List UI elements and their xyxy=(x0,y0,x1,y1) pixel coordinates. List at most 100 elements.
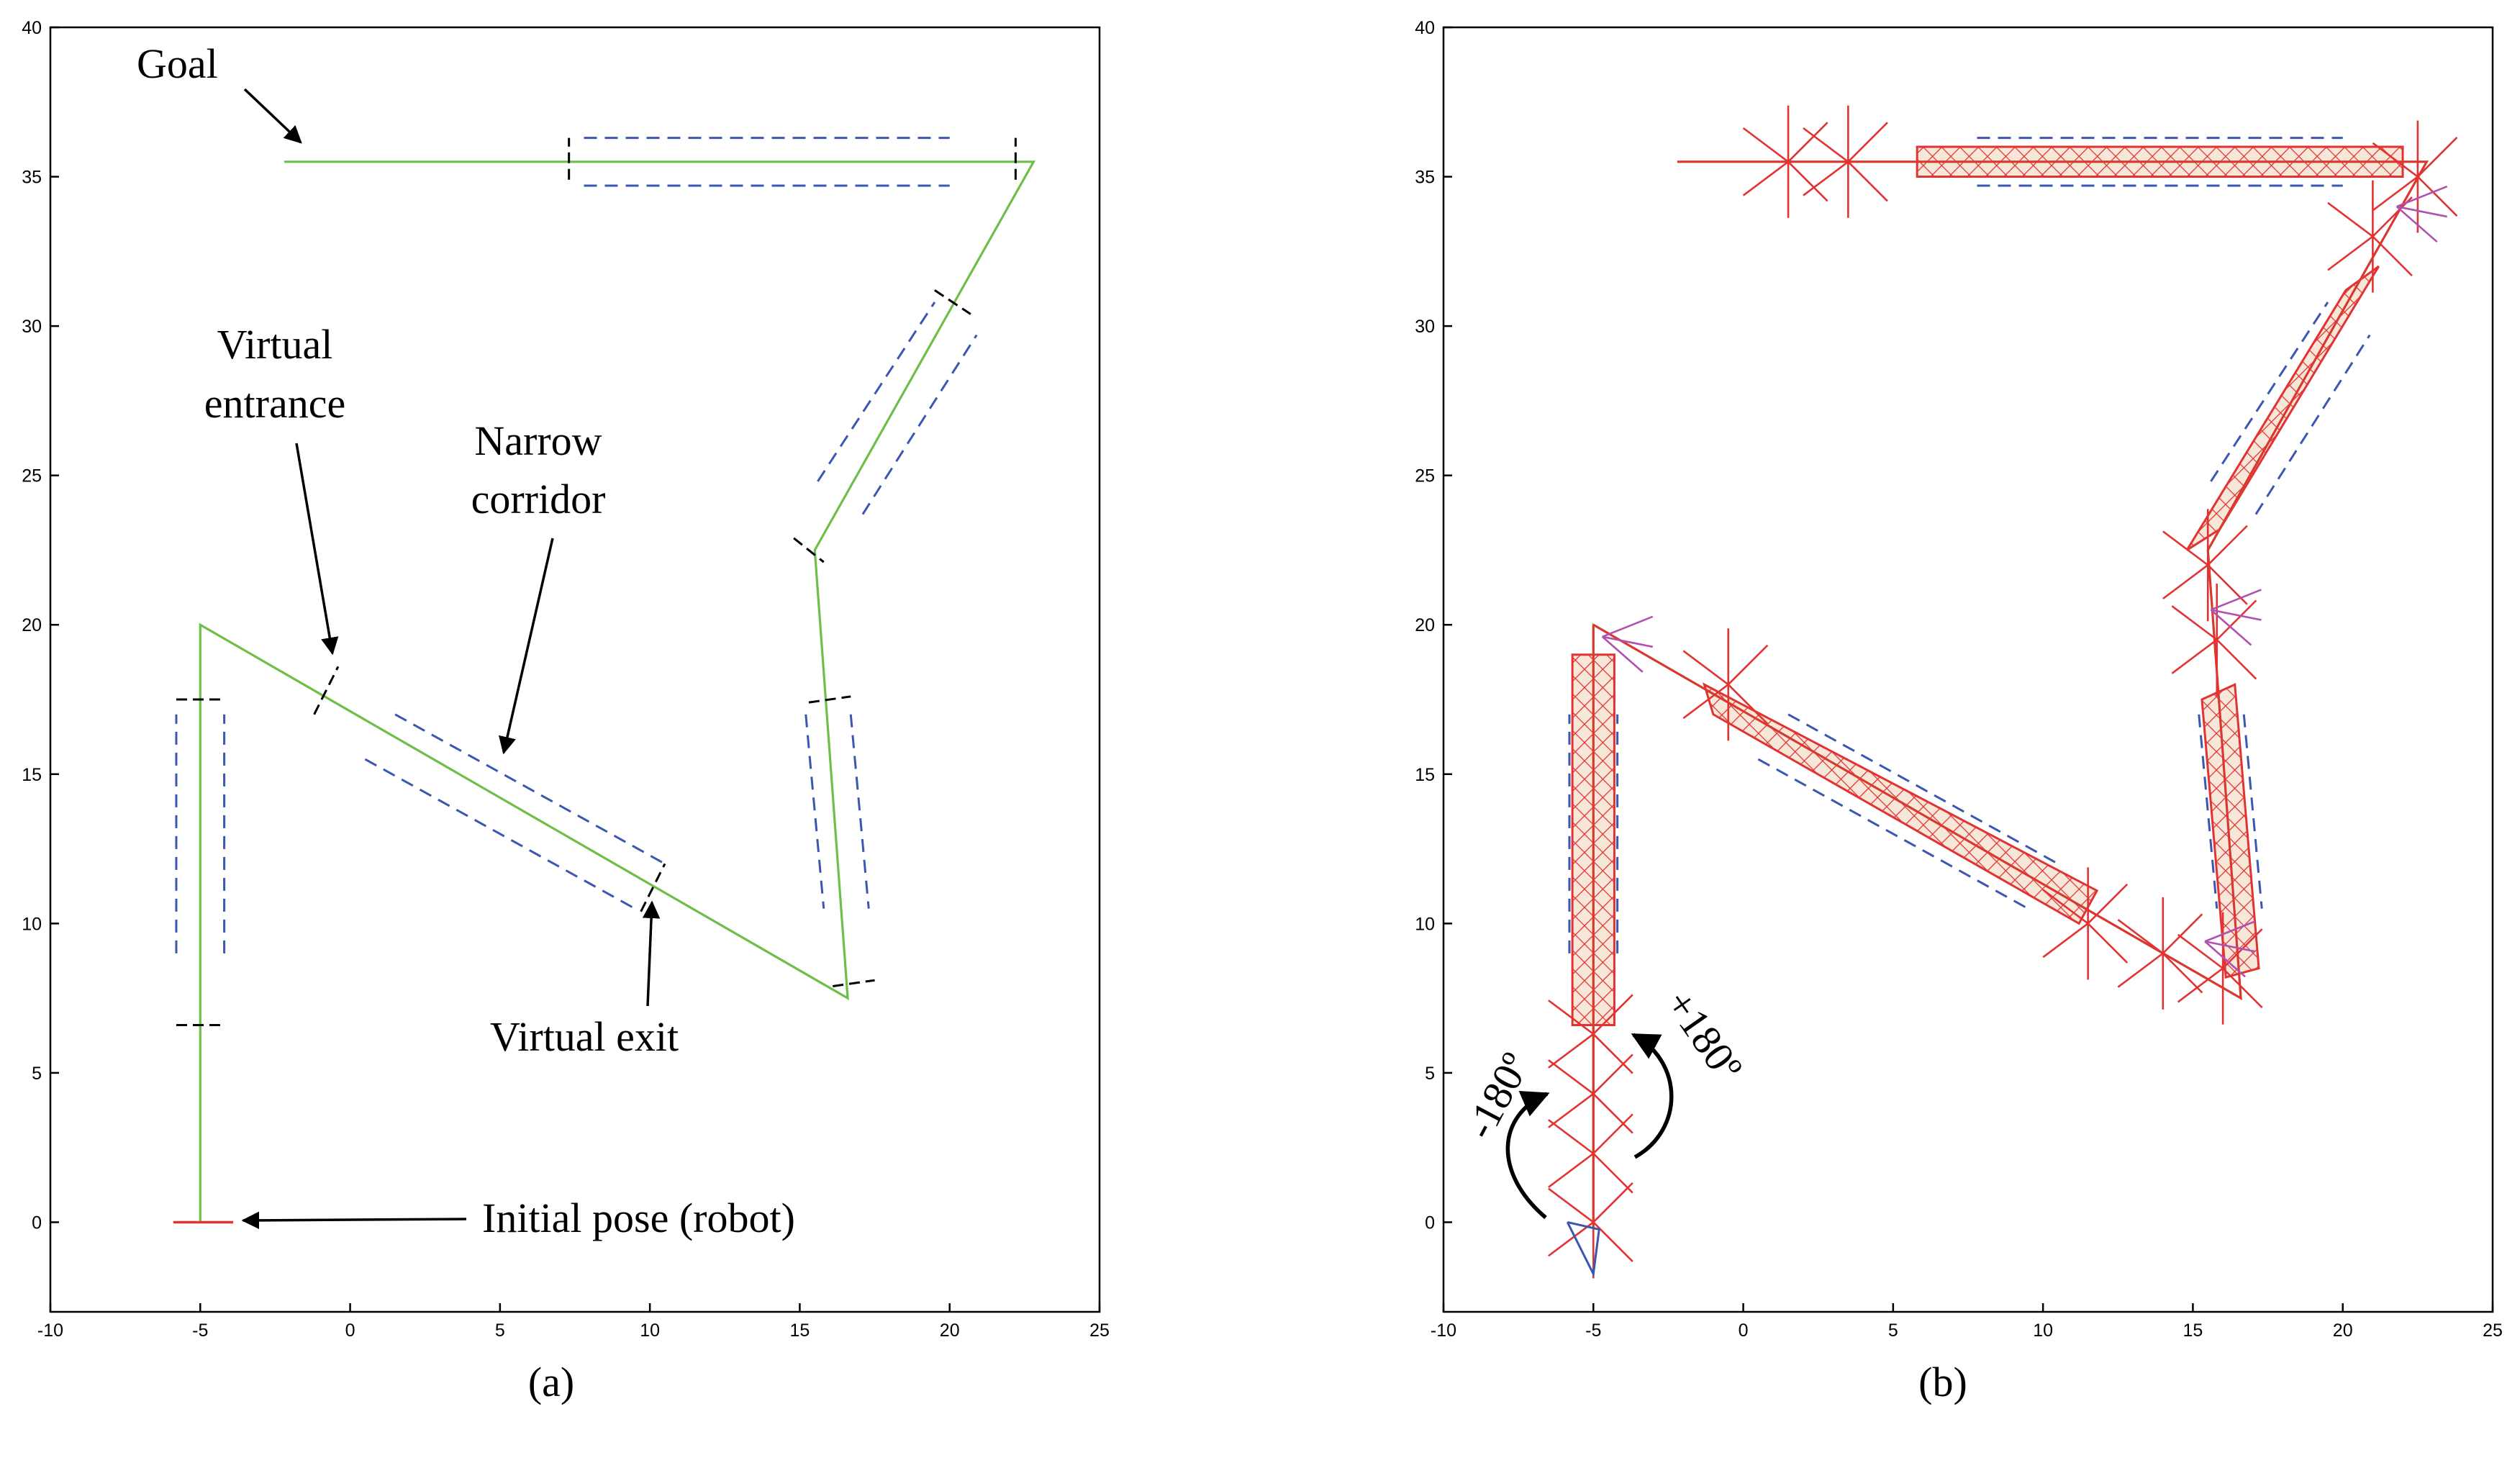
initial-pose-arrow xyxy=(241,1211,467,1230)
corridor-wall xyxy=(849,714,870,909)
initial-pose-label: Initial pose (robot) xyxy=(482,1195,795,1241)
x-tick-label: 0 xyxy=(1739,1320,1749,1341)
virtual-boundary xyxy=(808,695,851,704)
plot-a xyxy=(173,137,1036,1224)
goal-label: Goal xyxy=(137,40,218,87)
x-tick-label: 25 xyxy=(2483,1320,2503,1341)
y-tick-label: 0 xyxy=(1425,1213,1435,1233)
turn-sweep xyxy=(2396,185,2448,243)
x-tick-label: 10 xyxy=(640,1320,660,1341)
y-tick-label: 40 xyxy=(22,18,42,38)
pose-ray xyxy=(2372,176,2419,212)
turn-sweep xyxy=(1601,615,1654,673)
turn-sweep xyxy=(2210,589,2262,646)
start-orientation-glyph xyxy=(1566,1221,1600,1278)
pose-ray xyxy=(2207,525,2248,566)
y-tick-label: 10 xyxy=(1415,914,1435,934)
pose-ray xyxy=(2327,201,2374,237)
x-tick-label: 10 xyxy=(2033,1320,2053,1341)
minus180-label: -180º xyxy=(1456,1046,1539,1146)
x-tick-label: 25 xyxy=(1089,1320,1110,1341)
pose-ray xyxy=(1742,127,1789,163)
pose-ray xyxy=(2372,235,2413,277)
pose-marker xyxy=(1803,105,1888,218)
corridor-wall xyxy=(2198,714,2218,909)
corridor-wall xyxy=(1757,758,2029,910)
corridor-wall xyxy=(861,334,978,515)
caption-b: (b) xyxy=(1918,1359,1967,1405)
y-tick-label: 20 xyxy=(1415,615,1435,635)
x-tick-label: 20 xyxy=(940,1320,960,1341)
y-tick-label: 10 xyxy=(22,914,42,934)
pose-marker xyxy=(1548,977,1633,1090)
pose-ray xyxy=(1592,1093,1633,1134)
corridor-wall xyxy=(394,713,666,865)
x-tick-label: 15 xyxy=(2183,1320,2203,1341)
x-tick-label: -10 xyxy=(37,1320,63,1341)
y-tick-label: 15 xyxy=(1415,765,1435,785)
turn-ray xyxy=(2210,609,2252,646)
axes-b: -10 -5 0 5 10 15 20 25 0 5 10 15 20 25 30 35 40 xyxy=(1415,18,2503,1341)
turn-ray xyxy=(1601,635,1644,673)
goal-arrow xyxy=(243,88,302,144)
pose-ray xyxy=(1548,1033,1595,1069)
turn-sweep xyxy=(2204,920,2256,978)
panel-a: -10 -5 0 5 10 15 20 25 0 5 10 15 20 25 30 35 40 Goal Vir… xyxy=(22,18,1110,1405)
y-tick-label: 30 xyxy=(1415,317,1435,337)
turn-ray xyxy=(1602,635,1654,648)
pose-ray xyxy=(1787,122,1828,163)
pose-ray xyxy=(1548,1187,1595,1223)
corridor-wall xyxy=(2242,714,2263,909)
y-tick-label: 25 xyxy=(22,466,42,486)
y-tick-label: 40 xyxy=(1415,18,1435,38)
pose-ray xyxy=(1592,1033,1633,1074)
y-tick-label: 35 xyxy=(1415,168,1435,188)
turn-ray xyxy=(2396,205,2447,218)
minus180-rotation-arrow xyxy=(1505,1090,1550,1220)
pose-marker xyxy=(2117,897,2203,1010)
pose-ray xyxy=(1727,684,1769,725)
pose-marker xyxy=(1682,628,1769,741)
pose-ray xyxy=(2416,176,2458,217)
narrow-corridor-label-line1: Narrow xyxy=(474,417,602,464)
x-tick-label: -10 xyxy=(1431,1320,1456,1341)
pose-ray xyxy=(1548,1119,1595,1155)
pose-ray xyxy=(2162,530,2209,566)
corridor-wall xyxy=(805,714,825,909)
y-tick-label: 5 xyxy=(32,1064,42,1084)
x-tick-label: 20 xyxy=(2333,1320,2353,1341)
hatched-corridor-area xyxy=(2201,683,2260,979)
pose-ray xyxy=(1592,1182,1633,1223)
panel-b: -10 -5 0 5 10 15 20 25 0 5 10 15 20 25 30 35 40 -180º +1… xyxy=(1415,18,2503,1405)
pose-marker xyxy=(2327,180,2413,293)
pose-ray xyxy=(2171,605,2218,641)
plot-b xyxy=(1548,105,2458,1279)
pose-marker xyxy=(1548,1097,1633,1210)
pose-ray xyxy=(1548,1000,1595,1035)
pose-ray xyxy=(1803,160,1849,196)
pose-marker xyxy=(2372,120,2458,233)
pose-ray xyxy=(2327,235,2374,271)
pose-ray xyxy=(2222,967,2263,1009)
pose-ray xyxy=(2162,564,2209,600)
pose-ray xyxy=(2177,967,2224,1003)
pose-marker xyxy=(2042,867,2129,980)
pose-ray xyxy=(2372,142,2419,178)
virtual-entrance-arrow xyxy=(295,443,339,656)
turn-ray xyxy=(2204,941,2246,978)
y-tick-label: 0 xyxy=(32,1213,42,1233)
pose-ray xyxy=(1847,122,1888,163)
turn-ray xyxy=(1602,615,1654,638)
x-tick-label: 0 xyxy=(345,1320,355,1341)
y-tick-label: 15 xyxy=(22,765,42,785)
pose-ray xyxy=(1787,160,1828,202)
axes-a: -10 -5 0 5 10 15 20 25 0 5 10 15 20 25 30 35 40 xyxy=(22,18,1110,1341)
pose-ray xyxy=(1592,1153,1633,1194)
reference-path xyxy=(199,160,1036,1223)
pose-ray xyxy=(2087,923,2129,964)
corridor-wall xyxy=(817,302,936,482)
pose-marker xyxy=(1742,105,1828,218)
pose-ray xyxy=(2171,638,2218,674)
virtual-entrance-label-line2: entrance xyxy=(204,380,345,427)
x-tick-label: -5 xyxy=(192,1320,208,1341)
